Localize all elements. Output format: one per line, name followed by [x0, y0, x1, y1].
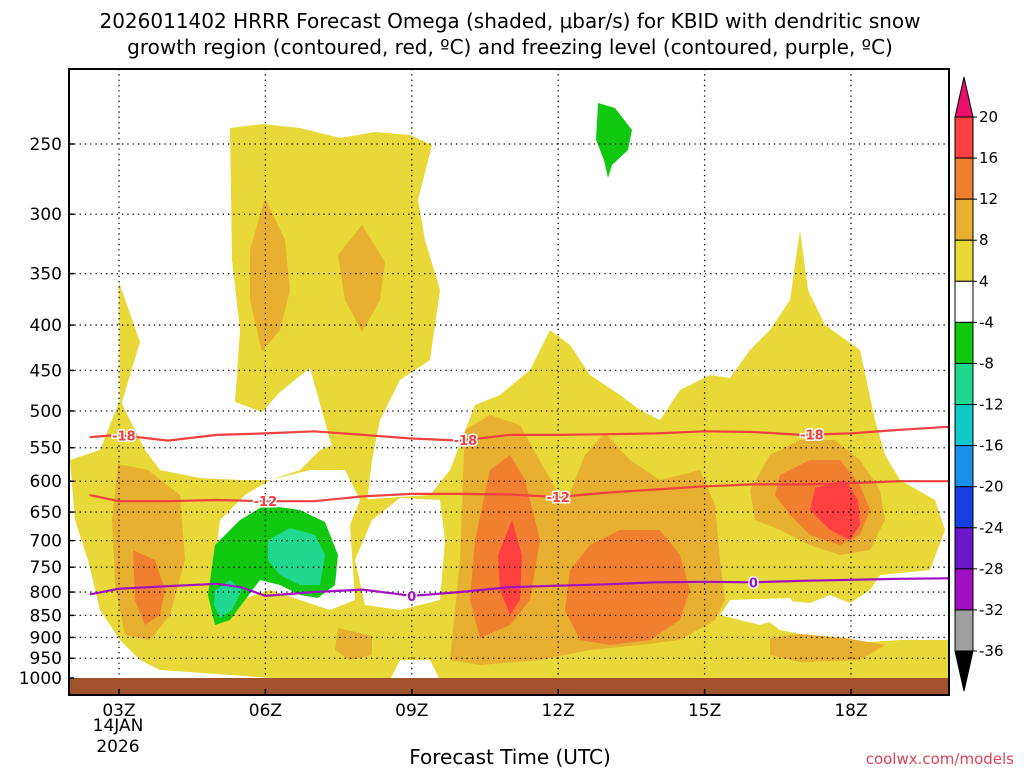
- contour-lines: -18 -18 -18 -12 -12 0 0: [89, 425, 949, 606]
- colorbar-label: -12: [979, 396, 1004, 414]
- contour-label: -12: [254, 495, 278, 510]
- y-tick-label: 600: [30, 472, 62, 492]
- colorbar-label: -16: [979, 437, 1004, 455]
- colorbar-segment: [954, 568, 974, 611]
- y-tick-label: 700: [30, 532, 62, 552]
- y-tick-label: 500: [30, 402, 62, 422]
- contour-label: -18: [112, 429, 136, 444]
- colorbar-segment: [954, 609, 974, 652]
- colorbar-segment: [954, 239, 974, 282]
- omega-shading: [70, 103, 949, 680]
- colorbar-label: 20: [979, 108, 998, 126]
- contour-line: [89, 425, 949, 442]
- colorbar-segment: [954, 486, 974, 529]
- omega-region-neg8-neg12: [268, 528, 325, 585]
- y-tick-label: 750: [30, 558, 62, 578]
- omega-region-neutral: [355, 498, 445, 610]
- colorbar-label: -20: [979, 478, 1004, 496]
- omega-region-8-12: [112, 464, 185, 640]
- y-tick-label: 350: [30, 265, 62, 285]
- colorbar-label: -4: [979, 313, 994, 331]
- colorbar-label: -28: [979, 560, 1004, 578]
- x-axis: 03Z 06Z 09Z 12Z 15Z 18Z: [102, 689, 868, 721]
- colorbar-segment: [954, 280, 974, 323]
- contour-label: -18: [800, 429, 824, 444]
- omega-region-8-12: [250, 198, 290, 352]
- omega-region-4-8: [230, 124, 440, 520]
- credit-text: coolwx.com/models: [866, 750, 1014, 768]
- y-tick-label: 450: [30, 361, 62, 381]
- omega-region-12-16: [565, 530, 690, 645]
- plot-frame: [68, 68, 950, 696]
- omega-region-8-12: [338, 225, 385, 332]
- omega-region-neg8-neg12: [214, 580, 242, 618]
- contour-label: -18: [454, 434, 478, 449]
- colorbar-label: -32: [979, 601, 1004, 619]
- omega-region-neutral: [720, 598, 800, 625]
- colorbar-label: 12: [979, 190, 998, 208]
- colorbar-segment: [954, 321, 974, 364]
- y-tick-label: 250: [30, 135, 62, 155]
- colorbar-segment: [954, 527, 974, 570]
- y-tick-label: 800: [30, 583, 62, 603]
- y-tick-label: 850: [30, 606, 62, 626]
- colorbar-segment: [954, 445, 974, 488]
- x-tick-label: 09Z: [395, 701, 428, 721]
- colorbar-label: 4: [979, 272, 989, 290]
- x-date-label-year: 2026: [96, 737, 139, 757]
- x-tick-label: 18Z: [834, 701, 867, 721]
- contour-line: [89, 480, 949, 503]
- omega-region-8-12: [335, 628, 372, 660]
- x-tick-label: 03Z: [102, 701, 135, 721]
- contour-label: 0: [407, 590, 416, 605]
- colorbar-top-arrow: [954, 76, 974, 118]
- colorbar-label: 16: [979, 149, 998, 167]
- colorbar-bottom-arrow: [954, 650, 974, 692]
- colorbar-label: -36: [979, 642, 1004, 660]
- chart-title-line-2: growth region (contoured, red, ºC) and f…: [127, 35, 893, 59]
- grid-lines: [69, 69, 949, 695]
- y-tick-label: 1000: [19, 669, 62, 689]
- x-date-label-day: 14JAN: [93, 716, 144, 736]
- omega-region-8-12: [770, 634, 885, 662]
- omega-region-16-20: [810, 480, 860, 540]
- contour-label: -12: [546, 491, 570, 506]
- colorbar-segment: [954, 157, 974, 200]
- omega-region-neg4-neg8: [596, 103, 632, 178]
- x-tick-label: 12Z: [542, 701, 575, 721]
- x-tick-label: 06Z: [249, 701, 282, 721]
- colorbar-segment: [954, 116, 974, 159]
- x-tick-label: 15Z: [688, 701, 721, 721]
- colorbar-segment: [954, 404, 974, 447]
- colorbar: 20 16 12 8 4 -4 -8 -12 -16 -20 -24 -28 -32 -36: [954, 76, 1004, 692]
- colorbar-label: 8: [979, 231, 989, 249]
- y-axis: 2503003504004505005506006507007508008509…: [19, 135, 74, 689]
- chart-title-line-1: 2026011402 HRRR Forecast Omega (shaded, …: [99, 9, 920, 33]
- colorbar-segment: [954, 198, 974, 241]
- y-tick-label: 950: [30, 649, 62, 669]
- x-axis-label: Forecast Time (UTC): [409, 745, 611, 768]
- colorbar-label: -8: [979, 354, 994, 372]
- surface-ground-strip: [70, 678, 948, 695]
- colorbar-segment: [954, 362, 974, 406]
- y-tick-label: 400: [30, 316, 62, 336]
- y-tick-label: 550: [30, 439, 62, 459]
- y-tick-label: 300: [30, 205, 62, 225]
- colorbar-label: -24: [979, 519, 1004, 537]
- contour-line: [89, 577, 949, 598]
- y-tick-label: 650: [30, 503, 62, 523]
- contour-label: 0: [749, 576, 758, 591]
- y-tick-label: 900: [30, 628, 62, 648]
